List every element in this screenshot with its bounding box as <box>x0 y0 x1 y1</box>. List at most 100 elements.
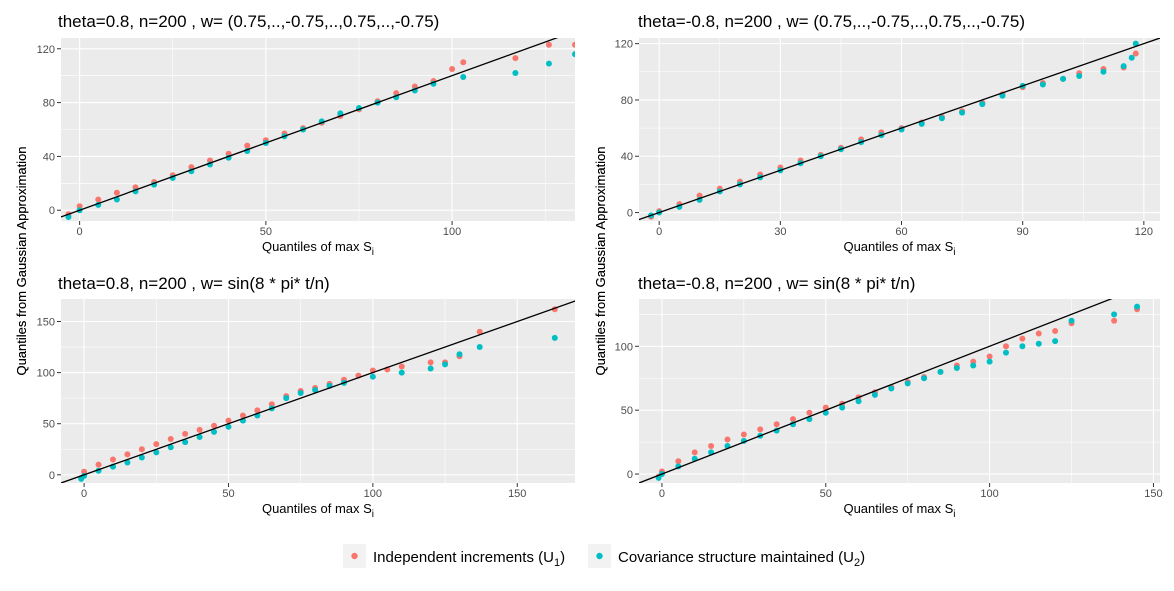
covariance-point <box>938 115 945 122</box>
independent-point <box>1111 317 1118 324</box>
independent-point <box>1052 327 1059 334</box>
y-tick-label: 150 <box>37 316 55 328</box>
points <box>78 306 558 482</box>
x-tick-label: 0 <box>659 488 665 500</box>
independent-point <box>95 461 102 468</box>
y-tick-label: 50 <box>621 405 633 417</box>
x-tick-label: 50 <box>260 226 272 238</box>
independent-point <box>572 41 575 48</box>
legend-marker-independent <box>351 552 358 560</box>
independent-point <box>460 59 467 66</box>
independent-point <box>512 55 519 62</box>
y-tick-label: 40 <box>43 151 55 163</box>
covariance-point <box>959 109 966 116</box>
independent-point <box>239 412 246 419</box>
covariance-point <box>427 365 434 372</box>
y-tick-label: 80 <box>621 95 633 107</box>
covariance-point <box>312 386 319 393</box>
reference-line <box>639 299 1113 483</box>
covariance-point <box>1039 81 1046 88</box>
covariance-point <box>476 344 483 351</box>
covariance-point <box>918 120 925 127</box>
independent-point <box>773 421 780 428</box>
x-tick-label: 0 <box>77 226 83 238</box>
covariance-point <box>551 334 558 341</box>
reference-line <box>61 300 575 483</box>
independent-point <box>138 446 145 453</box>
covariance-point <box>953 365 960 371</box>
legend-label-covariance: Covariance structure maintained (U2) <box>618 549 865 569</box>
x-tick-label: 60 <box>895 226 907 238</box>
independent-point <box>545 41 552 48</box>
y-tick-label: 0 <box>49 205 55 217</box>
independent-point <box>806 409 813 416</box>
covariance-point <box>1128 54 1135 61</box>
independent-point <box>476 328 483 335</box>
covariance-point <box>904 380 911 387</box>
independent-point <box>724 436 731 443</box>
covariance-point <box>1120 63 1127 70</box>
independent-point <box>790 416 797 423</box>
independent-point <box>986 353 993 360</box>
covariance-point <box>456 351 463 358</box>
covariance-point <box>1019 343 1026 350</box>
reference-line <box>61 38 559 218</box>
independent-point <box>124 451 131 458</box>
covariance-point <box>124 459 131 466</box>
covariance-point <box>167 444 174 451</box>
x-axis-label: Quantiles of max Si <box>843 501 955 520</box>
x-tick-label: 120 <box>1135 226 1153 238</box>
y-tick-label: 100 <box>37 368 55 380</box>
covariance-point <box>283 395 290 402</box>
points <box>655 303 1141 481</box>
covariance-point <box>572 51 575 58</box>
panel-title: theta=0.8, n=200 , w= sin(8 * pi* t/n) <box>58 274 330 293</box>
covariance-point <box>512 69 519 76</box>
legend-marker-covariance <box>596 552 603 560</box>
panel-3: 0 50 100 150 0 50 100 150 theta=0.8, n=200 , w= … <box>14 146 575 520</box>
covariance-point <box>871 391 878 398</box>
covariance-point <box>138 454 145 461</box>
independent-point <box>211 422 218 429</box>
y-tick-label: 0 <box>627 469 633 481</box>
independent-point <box>95 196 102 203</box>
covariance-point <box>211 428 218 435</box>
covariance-point <box>460 74 467 81</box>
panel-1: 0 50 100 0 40 80 120 theta=0.8, n=200 , w= (0.7… <box>14 12 575 376</box>
x-tick-label: 50 <box>222 488 234 500</box>
independent-point <box>1002 343 1009 350</box>
covariance-point <box>1111 311 1118 318</box>
x-tick-label: 150 <box>1144 488 1162 500</box>
independent-point <box>113 189 120 196</box>
x-axis-label: Quantiles of max Si <box>262 501 374 520</box>
independent-point <box>109 456 116 463</box>
covariance-point <box>1052 338 1059 345</box>
independent-point <box>225 417 232 424</box>
covariance-point <box>297 390 304 397</box>
covariance-point <box>1076 73 1083 80</box>
y-tick-label: 0 <box>49 470 55 482</box>
independent-point <box>1035 330 1042 337</box>
independent-point <box>1019 335 1026 342</box>
x-tick-label: 0 <box>656 226 662 238</box>
panel-title: theta=-0.8, n=200 , w= (0.75,..,-0.75,..… <box>638 12 1025 31</box>
reference-line <box>639 38 1160 221</box>
legend: Independent increments (U1) Covariance st… <box>343 544 865 569</box>
independent-point <box>167 436 174 443</box>
independent-point <box>1132 50 1139 57</box>
independent-point <box>696 192 703 199</box>
covariance-point <box>545 60 552 67</box>
legend-label-independent: Independent increments (U1) <box>373 549 565 569</box>
covariance-point <box>1132 40 1139 47</box>
independent-point <box>675 458 682 465</box>
covariance-point <box>921 375 928 382</box>
independent-point <box>757 426 764 433</box>
y-tick-label: 120 <box>615 39 633 51</box>
panel-2: 0 30 60 90 120 0 40 80 120 theta=-0.8, n=200 , w=… <box>593 12 1160 376</box>
independent-point <box>244 142 251 149</box>
y-axis-label: Quantiles from Gaussian Approximation <box>593 146 608 375</box>
y-tick-label: 40 <box>621 151 633 163</box>
x-axis-label: Quantiles of max Si <box>262 239 374 258</box>
x-tick-label: 100 <box>980 488 998 500</box>
